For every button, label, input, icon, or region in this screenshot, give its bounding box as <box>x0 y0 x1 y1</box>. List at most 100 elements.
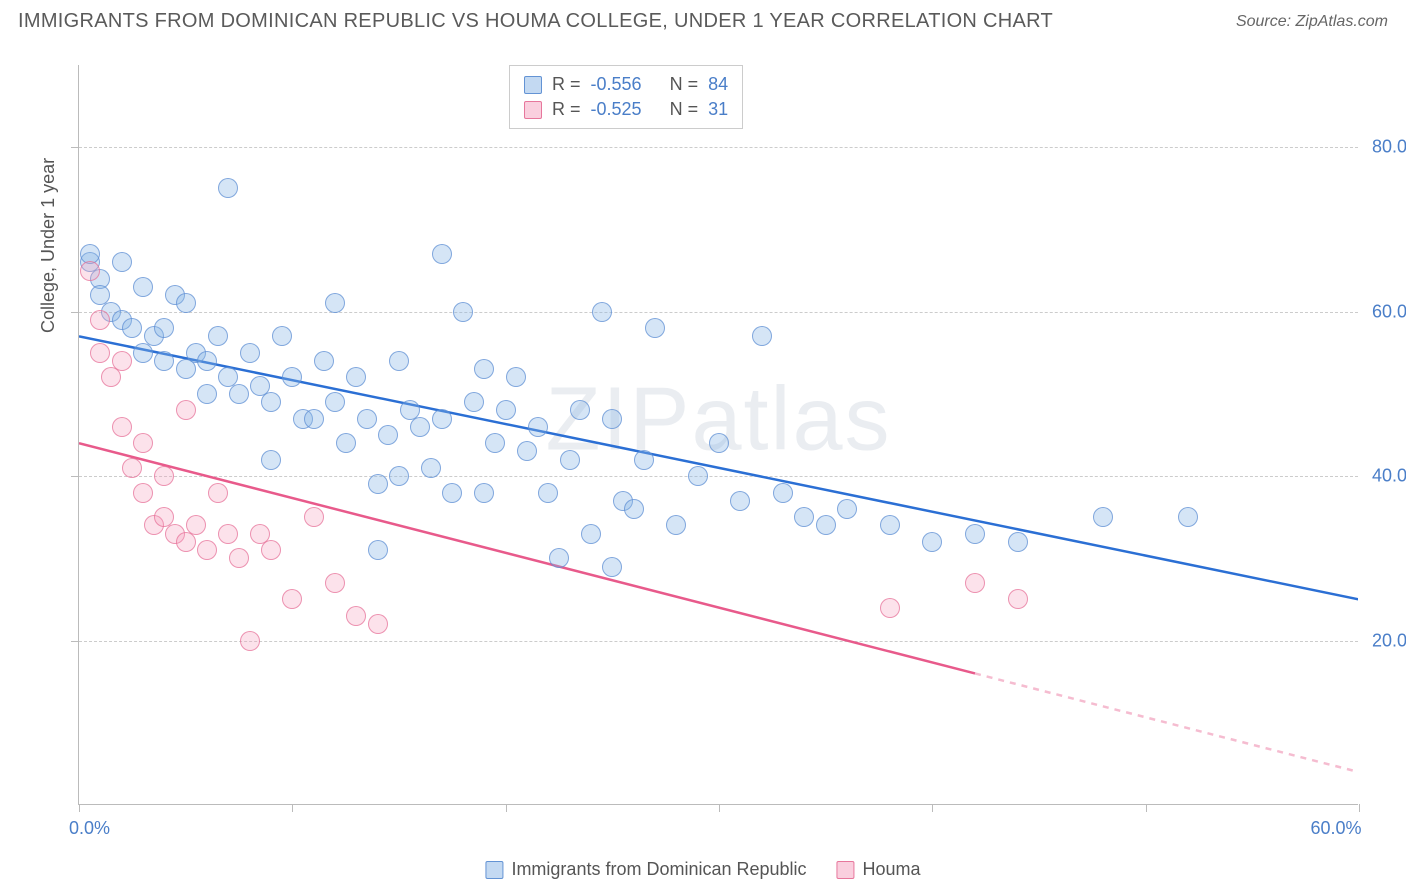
r-value: -0.525 <box>591 99 642 120</box>
data-point <box>90 343 110 363</box>
data-point <box>378 425 398 445</box>
chart-container: College, Under 1 year ZIPatlas R = -0.55… <box>48 55 1388 810</box>
data-point <box>432 409 452 429</box>
data-point <box>581 524 601 544</box>
data-point <box>1178 507 1198 527</box>
data-point <box>240 343 260 363</box>
data-point <box>880 515 900 535</box>
data-point <box>421 458 441 478</box>
data-point <box>389 351 409 371</box>
data-point <box>346 606 366 626</box>
x-tick <box>719 804 720 812</box>
data-point <box>389 466 409 486</box>
data-point <box>133 483 153 503</box>
data-point <box>602 557 622 577</box>
data-point <box>197 384 217 404</box>
data-point <box>176 400 196 420</box>
data-point <box>218 524 238 544</box>
data-point <box>453 302 473 322</box>
chart-source: Source: ZipAtlas.com <box>1236 13 1388 31</box>
data-point <box>346 367 366 387</box>
data-point <box>688 466 708 486</box>
data-point <box>1008 532 1028 552</box>
watermark: ZIPatlas <box>545 368 891 471</box>
legend-stats-row: R = -0.556 N = 84 <box>524 72 728 97</box>
data-point <box>634 450 654 470</box>
data-point <box>570 400 590 420</box>
swatch-pink-icon <box>837 861 855 879</box>
data-point <box>261 450 281 470</box>
legend-stats: R = -0.556 N = 84 R = -0.525 N = 31 <box>509 65 743 129</box>
x-tick <box>1146 804 1147 812</box>
data-point <box>485 433 505 453</box>
y-tick-label: 80.0% <box>1372 137 1406 158</box>
data-point <box>154 351 174 371</box>
data-point <box>229 384 249 404</box>
data-point <box>773 483 793 503</box>
data-point <box>464 392 484 412</box>
data-point <box>837 499 857 519</box>
data-point <box>282 367 302 387</box>
data-point <box>133 433 153 453</box>
data-point <box>645 318 665 338</box>
data-point <box>517 441 537 461</box>
data-point <box>314 351 334 371</box>
data-point <box>154 318 174 338</box>
data-point <box>1093 507 1113 527</box>
y-tick <box>71 147 79 148</box>
swatch-pink-icon <box>524 101 542 119</box>
x-tick <box>292 804 293 812</box>
legend-label: Houma <box>863 859 921 880</box>
data-point <box>218 178 238 198</box>
x-tick <box>932 804 933 812</box>
gridline <box>79 312 1358 313</box>
r-label: R = <box>552 99 581 120</box>
data-point <box>261 540 281 560</box>
data-point <box>474 359 494 379</box>
data-point <box>304 507 324 527</box>
y-tick-label: 40.0% <box>1372 466 1406 487</box>
data-point <box>197 540 217 560</box>
n-label: N = <box>670 99 699 120</box>
data-point <box>112 252 132 272</box>
data-point <box>666 515 686 535</box>
data-point <box>730 491 750 511</box>
header: IMMIGRANTS FROM DOMINICAN REPUBLIC VS HO… <box>0 0 1406 39</box>
swatch-blue-icon <box>485 861 503 879</box>
data-point <box>282 589 302 609</box>
x-tick <box>79 804 80 812</box>
data-point <box>304 409 324 429</box>
x-tick <box>506 804 507 812</box>
data-point <box>549 548 569 568</box>
legend-item: Immigrants from Dominican Republic <box>485 859 806 880</box>
data-point <box>90 310 110 330</box>
data-point <box>122 318 142 338</box>
data-point <box>325 573 345 593</box>
data-point <box>965 524 985 544</box>
legend-stats-row: R = -0.525 N = 31 <box>524 97 728 122</box>
data-point <box>272 326 292 346</box>
data-point <box>133 277 153 297</box>
data-point <box>965 573 985 593</box>
data-point <box>442 483 462 503</box>
plot-area: ZIPatlas R = -0.556 N = 84 R = -0.525 N … <box>78 65 1358 805</box>
r-value: -0.556 <box>591 74 642 95</box>
n-value: 31 <box>708 99 728 120</box>
y-axis-label: College, Under 1 year <box>38 157 59 332</box>
x-tick-label: 60.0% <box>1311 818 1362 839</box>
y-tick <box>71 476 79 477</box>
data-point <box>80 261 100 281</box>
x-tick <box>1359 804 1360 812</box>
y-tick <box>71 312 79 313</box>
legend-label: Immigrants from Dominican Republic <box>511 859 806 880</box>
n-label: N = <box>670 74 699 95</box>
data-point <box>538 483 558 503</box>
data-point <box>816 515 836 535</box>
y-tick <box>71 641 79 642</box>
data-point <box>208 326 228 346</box>
data-point <box>922 532 942 552</box>
legend-item: Houma <box>837 859 921 880</box>
data-point <box>261 392 281 412</box>
data-point <box>496 400 516 420</box>
data-point <box>592 302 612 322</box>
